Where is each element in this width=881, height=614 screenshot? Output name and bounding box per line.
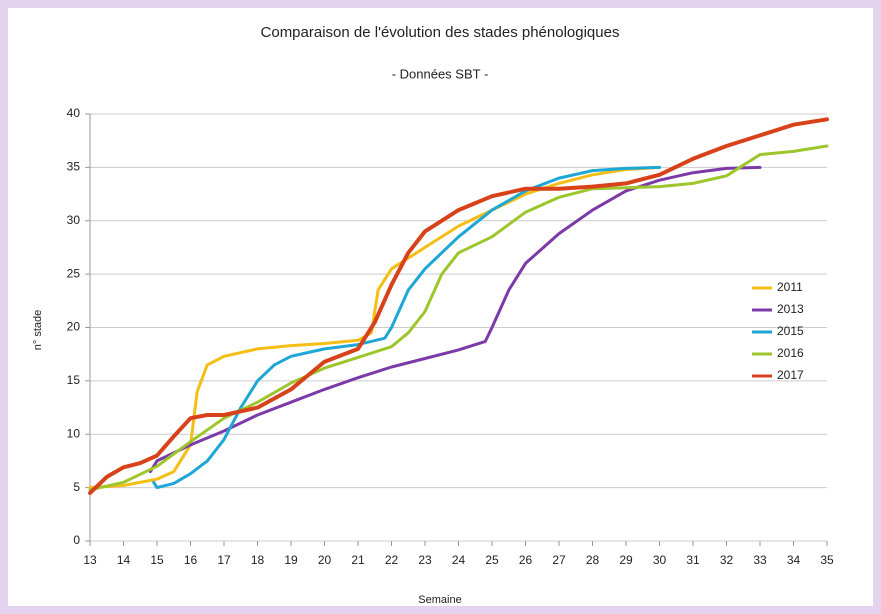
- series-line: [152, 165, 661, 490]
- y-tick-label: 25: [67, 266, 81, 280]
- x-tick-label: 22: [385, 553, 399, 567]
- chart-subtitle: - Données SBT -: [392, 66, 489, 81]
- y-tick-label: 10: [67, 426, 81, 440]
- x-tick-label: 19: [284, 553, 298, 567]
- x-tick-label: 17: [217, 553, 231, 567]
- x-tick-label: 28: [586, 553, 600, 567]
- series-line: [88, 117, 829, 495]
- x-tick-label: 13: [83, 553, 97, 567]
- x-tick-label: 25: [485, 553, 499, 567]
- legend-label: 2013: [777, 302, 804, 316]
- x-tick-label: 14: [117, 553, 131, 567]
- legend-label: 2015: [777, 324, 804, 338]
- y-tick-label: 40: [67, 106, 81, 120]
- legend-label: 2017: [777, 368, 804, 382]
- x-tick-label: 27: [552, 553, 566, 567]
- legend-label: 2011: [777, 280, 803, 294]
- x-tick-label: 34: [787, 553, 801, 567]
- x-axis-label: Semaine: [418, 594, 461, 606]
- x-tick-label: 15: [150, 553, 164, 567]
- y-tick-label: 20: [67, 320, 81, 334]
- x-tick-label: 20: [318, 553, 332, 567]
- chart-background: [8, 8, 873, 606]
- x-tick-label: 29: [619, 553, 633, 567]
- x-tick-label: 16: [184, 553, 198, 567]
- series-line: [148, 165, 762, 474]
- x-tick-label: 31: [686, 553, 700, 567]
- legend-label: 2016: [777, 346, 804, 360]
- x-tick-label: 33: [753, 553, 767, 567]
- y-tick-label: 35: [67, 160, 81, 174]
- x-tick-label: 23: [418, 553, 432, 567]
- y-tick-label: 5: [73, 480, 80, 494]
- chart-title: Comparaison de l'évolution des stades ph…: [261, 24, 620, 41]
- y-tick-label: 15: [67, 373, 81, 387]
- y-axis-label: n° stade: [32, 310, 44, 350]
- x-tick-label: 18: [251, 553, 265, 567]
- x-tick-label: 21: [351, 553, 365, 567]
- x-tick-label: 30: [653, 553, 667, 567]
- y-tick-label: 0: [73, 533, 80, 547]
- y-tick-label: 30: [67, 213, 81, 227]
- x-tick-label: 32: [720, 553, 734, 567]
- x-tick-label: 24: [452, 553, 466, 567]
- x-tick-label: 26: [519, 553, 533, 567]
- x-tick-label: 35: [820, 553, 834, 567]
